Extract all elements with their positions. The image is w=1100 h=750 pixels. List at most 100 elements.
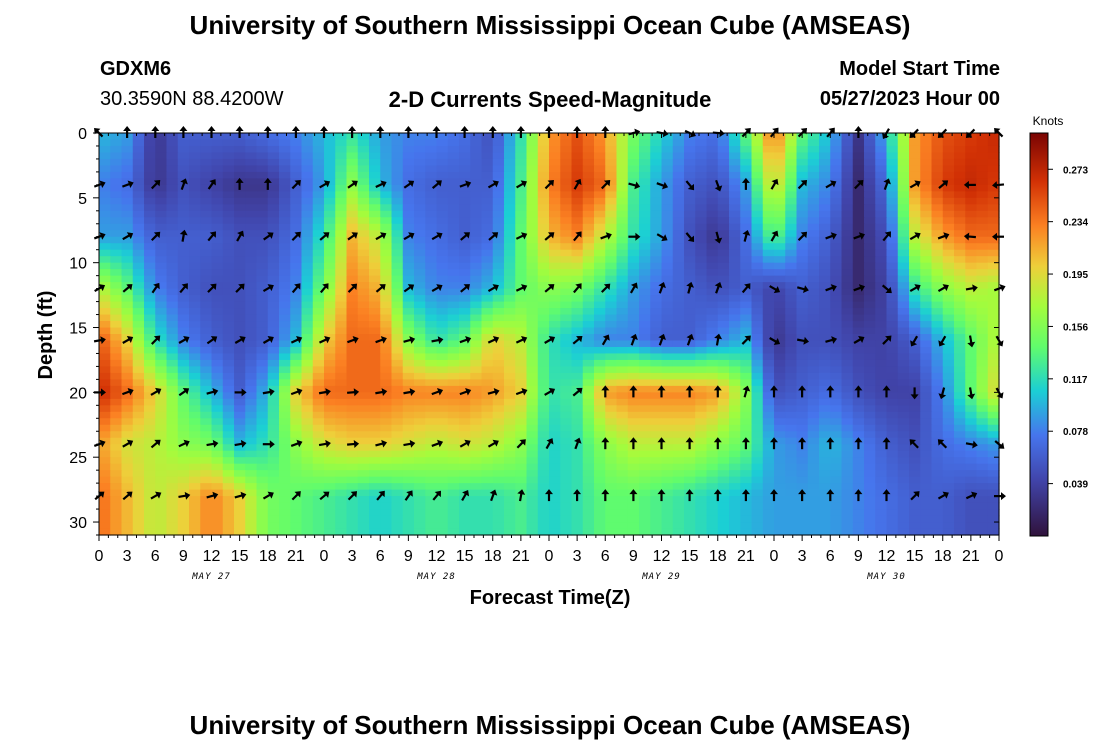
heat-cell	[661, 133, 674, 141]
heat-cell	[594, 366, 606, 374]
heat-cell	[335, 282, 348, 290]
heat-cell	[942, 145, 955, 154]
heat-cell	[515, 223, 528, 231]
heat-cell	[279, 152, 291, 160]
heat-cell	[796, 418, 809, 426]
heat-cell	[256, 282, 269, 290]
heat-cell	[166, 353, 179, 361]
heat-cell	[807, 431, 820, 439]
heat-cell	[335, 444, 348, 452]
heat-cell	[706, 308, 719, 316]
heat-cell	[211, 483, 224, 491]
heat-cell	[470, 483, 483, 491]
heat-cell	[256, 372, 269, 380]
heat-cell	[189, 515, 201, 523]
heat-cell	[807, 269, 820, 277]
heat-cell	[875, 256, 888, 264]
heat-cell	[504, 217, 516, 225]
heat-cell	[909, 217, 921, 225]
heat-cell	[987, 483, 1000, 491]
heat-cell	[751, 431, 764, 439]
heat-cell	[436, 483, 449, 491]
heat-cell	[526, 139, 539, 147]
heat-cell	[144, 314, 156, 322]
heat-cell	[616, 243, 629, 251]
heat-cell	[751, 509, 764, 517]
heat-cell	[481, 314, 494, 322]
heat-cell	[380, 230, 393, 238]
heat-cell	[886, 437, 899, 445]
heat-cell	[110, 191, 123, 199]
heat-cell	[717, 450, 730, 458]
heat-cell	[549, 522, 561, 530]
heat-cell	[357, 223, 370, 231]
heat-cell	[279, 282, 291, 290]
heat-cell	[897, 431, 910, 439]
heat-cell	[661, 210, 674, 218]
heat-cell	[279, 191, 291, 199]
heat-cell	[200, 230, 213, 238]
heat-cell	[346, 197, 359, 205]
heat-cell	[785, 204, 798, 212]
heat-cell	[402, 334, 415, 342]
heat-cell	[245, 243, 258, 251]
heat-cell	[155, 243, 168, 251]
heat-cell	[729, 489, 741, 497]
heat-cell	[301, 470, 314, 478]
heat-cell	[886, 230, 899, 238]
heat-cell	[414, 398, 426, 406]
heat-cell	[132, 405, 145, 413]
heat-cell	[560, 275, 573, 283]
heat-cell	[627, 346, 640, 355]
heat-cell	[909, 210, 921, 218]
heat-cell	[661, 262, 674, 270]
heat-cell	[414, 385, 426, 393]
heat-cell	[459, 470, 471, 478]
heat-cell	[402, 243, 415, 251]
heat-cell	[234, 288, 246, 296]
heat-cell	[155, 372, 168, 380]
heat-cell	[189, 457, 201, 465]
heat-cell	[504, 385, 516, 393]
heat-cell	[177, 476, 190, 484]
heat-cell	[909, 236, 921, 244]
heat-cell	[650, 223, 663, 231]
heat-cell	[402, 385, 415, 393]
heat-cell	[245, 424, 258, 432]
heat-cell	[357, 301, 370, 309]
heat-cell	[335, 178, 348, 186]
heat-cell	[324, 230, 336, 238]
heat-cell	[942, 158, 955, 167]
heat-cell	[245, 256, 258, 264]
heat-cell	[110, 314, 123, 322]
heat-cell	[200, 275, 213, 283]
heat-cell	[211, 398, 224, 406]
heat-cell	[639, 171, 651, 179]
heat-cell	[335, 295, 348, 303]
heat-cell	[672, 346, 685, 355]
heat-cell	[132, 411, 145, 419]
heat-cell	[245, 444, 258, 452]
heat-cell	[897, 496, 910, 504]
heat-cell	[875, 353, 888, 361]
heat-cell	[684, 197, 696, 205]
heat-cell	[729, 509, 741, 517]
heat-cell	[402, 262, 415, 270]
heat-cell	[931, 321, 944, 329]
heat-cell	[301, 340, 314, 348]
heat-cell	[290, 457, 303, 465]
heat-cell	[661, 398, 674, 406]
heat-cell	[774, 133, 786, 141]
heat-cell	[560, 528, 573, 536]
heat-cell	[425, 489, 438, 497]
heat-cell	[200, 385, 213, 393]
heat-cell	[762, 522, 775, 530]
heat-cell	[571, 197, 584, 205]
heat-cell	[684, 243, 696, 251]
heat-cell	[582, 437, 595, 445]
heat-cell	[729, 243, 741, 251]
heat-cell	[504, 171, 516, 179]
heat-cell	[177, 249, 190, 257]
heat-cell	[155, 223, 168, 231]
heat-cell	[684, 522, 696, 530]
